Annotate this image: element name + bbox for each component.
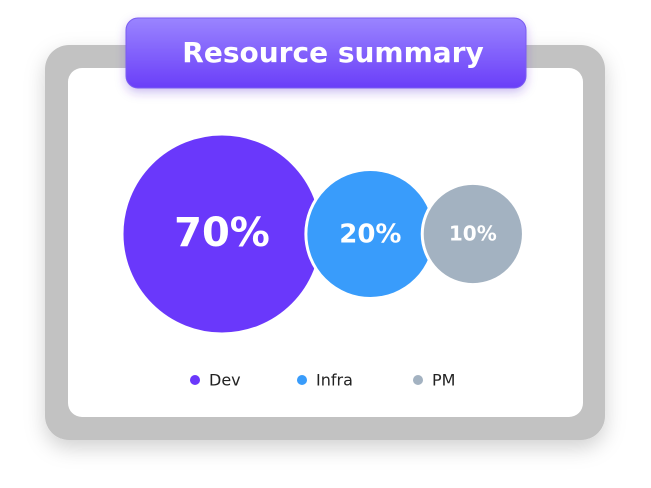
legend-label: Dev <box>209 371 241 390</box>
legend-label: PM <box>432 371 455 390</box>
legend-label: Infra <box>316 371 353 390</box>
chart-title: Resource summary <box>182 36 483 69</box>
title-banner <box>125 17 527 89</box>
data-label: 10% <box>449 222 497 246</box>
bubble <box>420 181 525 287</box>
legend-swatch <box>413 375 423 385</box>
legend-swatch <box>190 375 200 385</box>
legend-swatch <box>297 375 307 385</box>
data-label: 70% <box>174 210 270 256</box>
data-label: 20% <box>339 220 401 250</box>
plot: 70% 20% 10% Dev Infra PM <box>120 132 525 390</box>
